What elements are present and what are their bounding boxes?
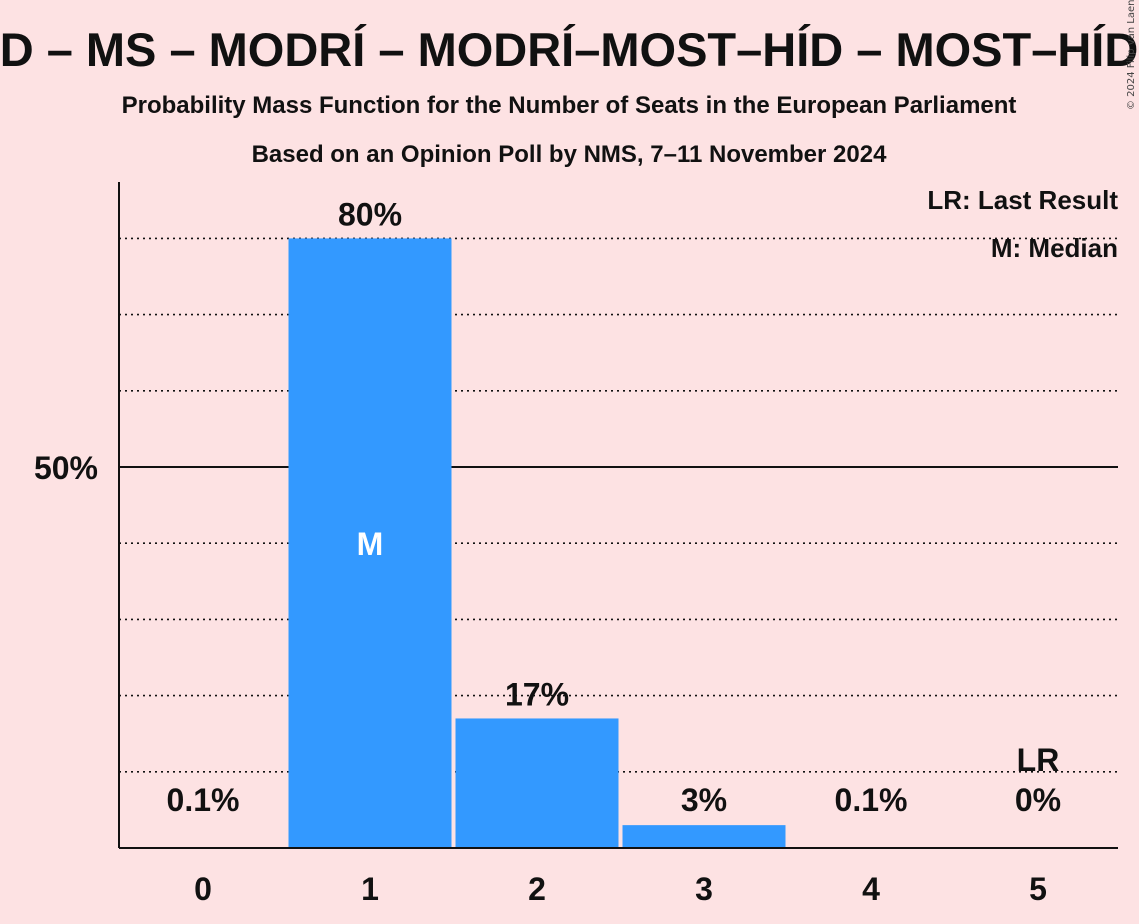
x-tick-label: 2 [528, 871, 546, 907]
median-marker: M [357, 526, 384, 562]
x-tick-label: 0 [194, 871, 212, 907]
chart-title: D – MS – MODRÍ – MODRÍ–MOST–HÍD – MOST–H… [0, 23, 1138, 76]
y-tick-label: 50% [34, 450, 98, 486]
data-label: 3% [681, 782, 727, 818]
bar-1 [288, 238, 452, 848]
legend-median: M: Median [991, 233, 1118, 263]
data-label: 0.1% [167, 782, 240, 818]
x-tick-label: 5 [1029, 871, 1047, 907]
bar-2 [455, 718, 619, 848]
chart-subtitle: Probability Mass Function for the Number… [122, 92, 1017, 119]
last-result-marker: LR [1017, 742, 1060, 778]
bar-3 [622, 825, 786, 848]
x-tick-label: 4 [862, 871, 880, 907]
x-tick-label: 1 [361, 871, 379, 907]
data-label: 17% [505, 676, 569, 712]
legend-last-result: LR: Last Result [927, 185, 1118, 215]
x-tick-label: 3 [695, 871, 713, 907]
gridlines [119, 237, 1118, 773]
chart-source: Based on an Opinion Poll by NMS, 7–11 No… [252, 141, 888, 168]
bars [121, 238, 953, 848]
data-label: 0% [1015, 782, 1061, 818]
labels: 50% 0 1 2 3 4 5 0.1% 80% 17% 3% 0.1% 0% M LR [34, 196, 1061, 907]
data-label: 0.1% [835, 782, 908, 818]
copyright-notice: © 2024 Filip van Laenen [1126, 0, 1137, 110]
data-label: 80% [338, 196, 402, 232]
